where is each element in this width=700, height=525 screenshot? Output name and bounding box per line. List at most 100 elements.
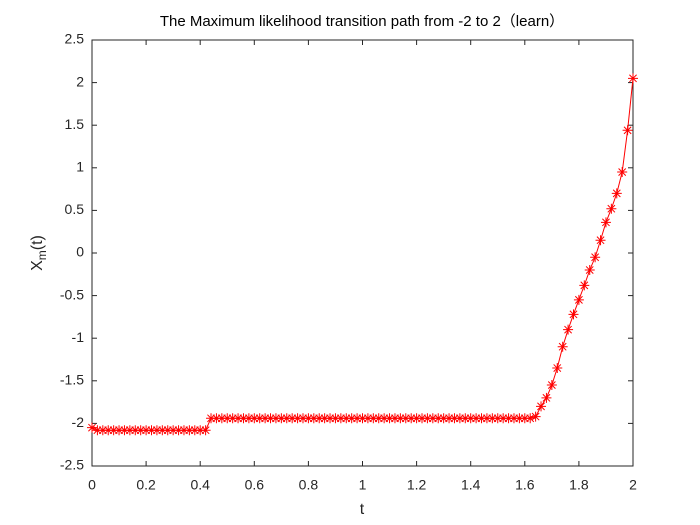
marker — [595, 235, 606, 246]
marker — [135, 425, 146, 436]
marker — [352, 413, 363, 424]
marker — [438, 413, 449, 424]
y-label-sub: m — [35, 250, 49, 260]
marker — [411, 413, 422, 424]
marker — [481, 413, 492, 424]
marker — [460, 413, 471, 424]
marker — [476, 413, 487, 424]
chart-title: The Maximum likelihood transition path f… — [160, 13, 564, 30]
marker — [297, 413, 308, 424]
marker — [498, 413, 509, 424]
y-tick-label: -1 — [72, 329, 85, 345]
y-axis-label: Xm(t) — [29, 235, 49, 271]
marker — [384, 413, 395, 424]
marker — [330, 413, 341, 424]
marker — [200, 425, 211, 436]
y-label-base: X — [29, 260, 46, 271]
marker — [254, 413, 265, 424]
marker — [433, 413, 444, 424]
marker — [346, 413, 357, 424]
marker — [265, 413, 276, 424]
marker — [546, 380, 557, 391]
marker — [373, 413, 384, 424]
marker — [530, 411, 541, 422]
y-tick-label: 0.5 — [65, 201, 85, 217]
marker — [216, 413, 227, 424]
marker — [168, 425, 179, 436]
marker — [189, 425, 200, 436]
marker — [119, 425, 130, 436]
marker — [514, 413, 525, 424]
marker — [141, 425, 152, 436]
marker — [584, 265, 595, 276]
marker — [449, 413, 460, 424]
x-tick-label: 0.4 — [190, 477, 210, 493]
marker — [195, 425, 206, 436]
marker — [492, 413, 503, 424]
x-tick-label: 0.8 — [299, 477, 319, 493]
marker — [325, 413, 336, 424]
marker — [600, 217, 611, 228]
y-tick-label: 1.5 — [65, 116, 85, 132]
marker — [97, 425, 108, 436]
marker — [508, 413, 519, 424]
x-tick-label: 1.8 — [569, 477, 589, 493]
x-tick-label: 2 — [629, 477, 637, 493]
x-tick-label: 1.6 — [515, 477, 535, 493]
marker — [454, 413, 465, 424]
marker — [287, 413, 298, 424]
x-tick-label: 1.2 — [407, 477, 427, 493]
marker — [427, 413, 438, 424]
marker — [406, 413, 417, 424]
y-tick-label: 0 — [76, 244, 84, 260]
marker — [130, 425, 141, 436]
marker — [227, 413, 238, 424]
marker — [573, 294, 584, 305]
y-tick-label: -2 — [72, 414, 85, 430]
y-tick-label: -2.5 — [60, 457, 84, 473]
marker — [606, 203, 617, 214]
marker — [622, 125, 633, 136]
y-label-rest: (t) — [29, 235, 46, 250]
marker — [563, 324, 574, 335]
marker — [124, 425, 135, 436]
marker — [444, 413, 455, 424]
x-tick-label: 0.6 — [245, 477, 265, 493]
marker — [162, 425, 173, 436]
marker — [357, 413, 368, 424]
x-tick-label: 1 — [359, 477, 367, 493]
marker — [243, 413, 254, 424]
marker — [319, 413, 330, 424]
marker — [568, 309, 579, 320]
marker — [579, 280, 590, 291]
marker — [487, 413, 498, 424]
marker — [157, 425, 168, 436]
marker — [281, 413, 292, 424]
marker — [276, 413, 287, 424]
marker — [552, 363, 563, 374]
marker — [525, 413, 536, 424]
marker — [292, 413, 303, 424]
marker — [222, 413, 233, 424]
y-tick-label: 1 — [76, 159, 84, 175]
marker — [146, 425, 157, 436]
y-tick-label: 2 — [76, 73, 84, 89]
marker — [611, 188, 622, 199]
marker — [260, 413, 271, 424]
marker — [103, 425, 114, 436]
marker — [400, 413, 411, 424]
marker — [233, 413, 244, 424]
marker — [590, 252, 601, 263]
marker — [87, 422, 97, 433]
x-tick-label: 0.2 — [136, 477, 156, 493]
marker — [92, 425, 103, 436]
marker — [341, 413, 352, 424]
marker — [628, 73, 638, 84]
marker — [249, 413, 260, 424]
marker — [417, 413, 428, 424]
marker — [238, 413, 249, 424]
marker — [308, 413, 319, 424]
marker — [503, 413, 514, 424]
